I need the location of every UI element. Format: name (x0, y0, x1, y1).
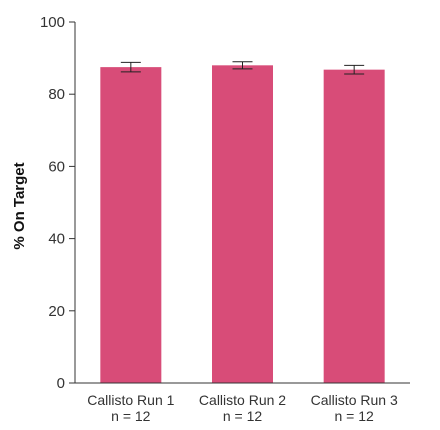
bar (212, 65, 273, 383)
error-bar (232, 61, 253, 70)
x-category-label: Callisto Run 3 (311, 392, 398, 408)
y-tick-label: 80 (48, 86, 65, 103)
y-tick-label: 40 (48, 231, 65, 248)
x-category-sublabel: n = 12 (335, 408, 375, 424)
x-category-sublabel: n = 12 (223, 408, 263, 424)
y-tick-label: 100 (40, 14, 65, 31)
y-tick-label: 20 (48, 303, 65, 320)
x-category-label: Callisto Run 1 (87, 392, 174, 408)
error-bars (120, 61, 365, 75)
bar (100, 67, 162, 383)
y-axis-label: % On Target (11, 162, 28, 249)
y-axis: 0 20 40 60 80 100 (40, 14, 75, 392)
error-bar (120, 61, 141, 73)
error-bar (344, 64, 365, 75)
x-category-sublabel: n = 12 (111, 408, 151, 424)
bars (100, 65, 385, 383)
x-category-label: Callisto Run 2 (199, 392, 286, 408)
y-tick-label: 0 (57, 375, 65, 392)
bar (323, 69, 385, 383)
y-tick-label: 60 (48, 158, 65, 175)
